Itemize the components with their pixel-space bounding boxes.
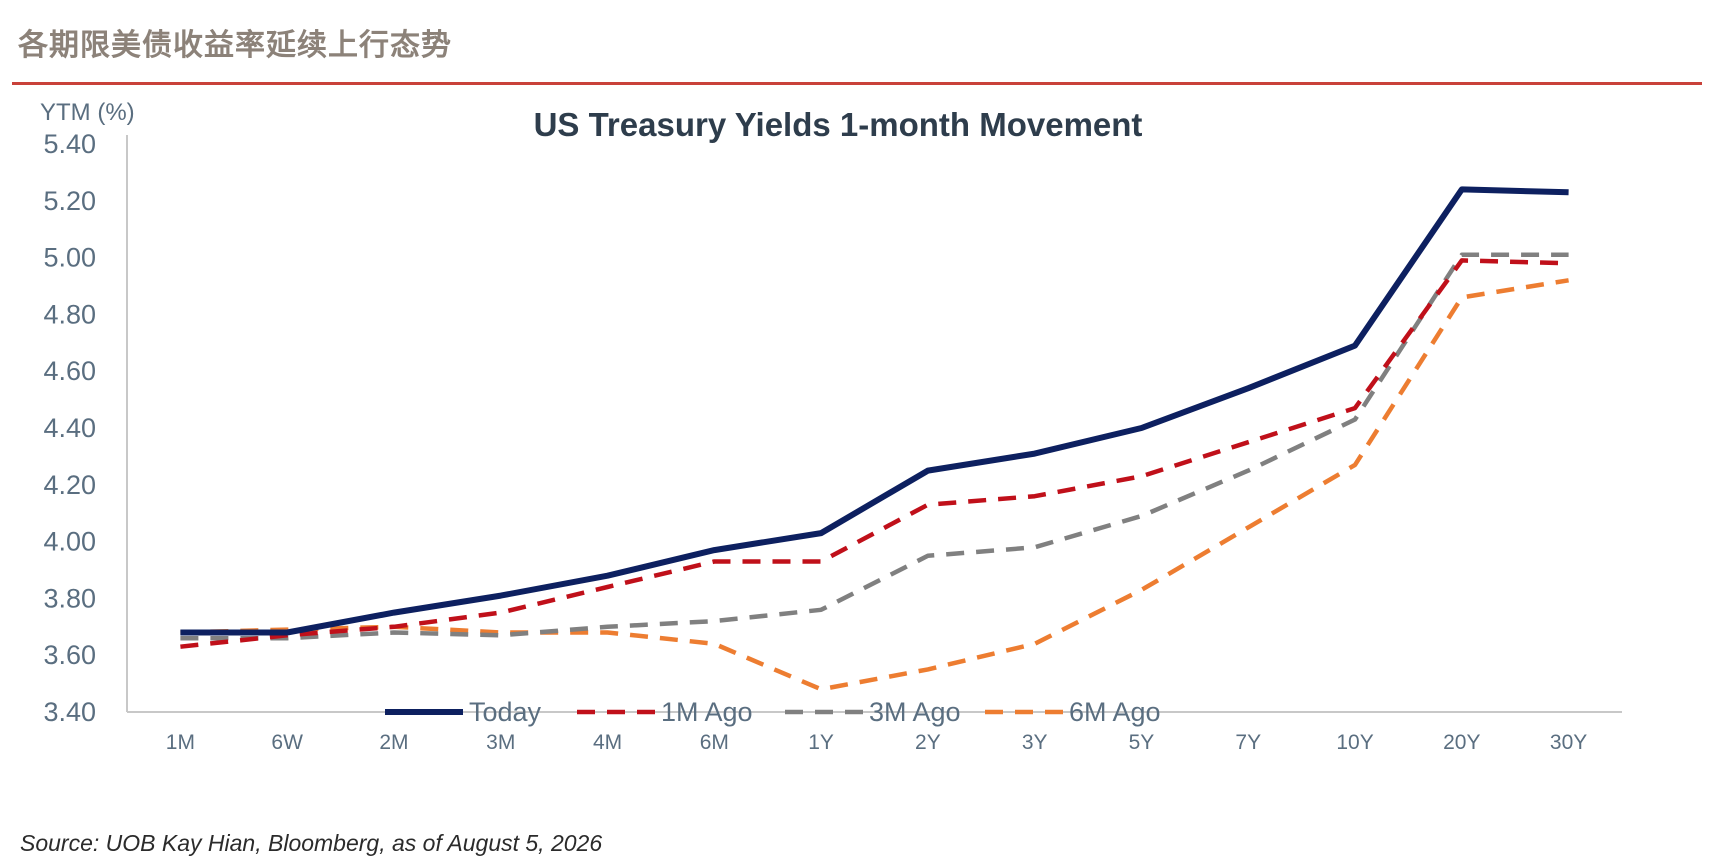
x-tick-label: 6W [271, 731, 303, 754]
y-tick-label: 4.60 [43, 356, 96, 386]
y-axis-label: YTM (%) [40, 99, 135, 126]
x-tick-label: 4M [593, 731, 622, 754]
y-tick-label: 4.40 [43, 413, 96, 443]
yield-curve-chart: US Treasury Yields 1-month Movement YTM … [40, 99, 1622, 754]
series-line-today [180, 186, 1569, 636]
y-tick-label: 5.20 [43, 186, 96, 216]
y-tick-label: 4.80 [43, 299, 96, 329]
x-tick-label: 3Y [1022, 731, 1048, 754]
x-tick-labels: 1M 6W 2M 3M 4M 6M 1Y 2Y 3Y 5Y 7Y 10Y 20Y 30Y [166, 731, 1587, 754]
x-tick-label: 5Y [1129, 731, 1155, 754]
x-tick-label: 1M [166, 731, 195, 754]
series-line-1m-ago [180, 258, 1569, 649]
x-tick-label: 2Y [915, 731, 941, 754]
x-tick-label: 7Y [1235, 731, 1261, 754]
y-tick-label: 3.60 [43, 640, 96, 670]
legend-label: 1M Ago [661, 697, 753, 727]
source-note: Source: UOB Kay Hian, Bloomberg, as of A… [20, 830, 603, 856]
series-line-6m-ago [180, 278, 1569, 692]
x-tick-label: 6M [700, 731, 729, 754]
y-tick-label: 3.80 [43, 583, 96, 613]
chart-title: US Treasury Yields 1-month Movement [534, 106, 1143, 143]
x-tick-label: 20Y [1443, 731, 1480, 754]
y-tick-label: 4.20 [43, 470, 96, 500]
legend: Today 1M Ago 3M Ago 6M Ago [385, 697, 1161, 727]
legend-label: Today [469, 697, 542, 727]
y-tick-label: 5.40 [43, 129, 96, 159]
x-tick-label: 10Y [1336, 731, 1373, 754]
series-line-3m-ago [180, 252, 1569, 641]
x-tick-label: 1Y [808, 731, 834, 754]
heading-rule [12, 82, 1702, 85]
x-tick-label: 30Y [1550, 731, 1587, 754]
legend-label: 6M Ago [1069, 697, 1161, 727]
x-tick-label: 2M [379, 731, 408, 754]
y-tick-label: 5.00 [43, 243, 96, 273]
legend-label: 3M Ago [869, 697, 961, 727]
y-tick-label: 4.00 [43, 527, 96, 557]
x-tick-label: 3M [486, 731, 515, 754]
page-heading: 各期限美债收益率延续上行态势 [18, 28, 452, 63]
series-lines [180, 186, 1569, 692]
y-tick-label: 3.40 [43, 697, 96, 727]
y-tick-labels: 3.40 3.60 3.80 4.00 4.20 4.40 4.60 4.80 5.00 5.20… [43, 129, 96, 727]
